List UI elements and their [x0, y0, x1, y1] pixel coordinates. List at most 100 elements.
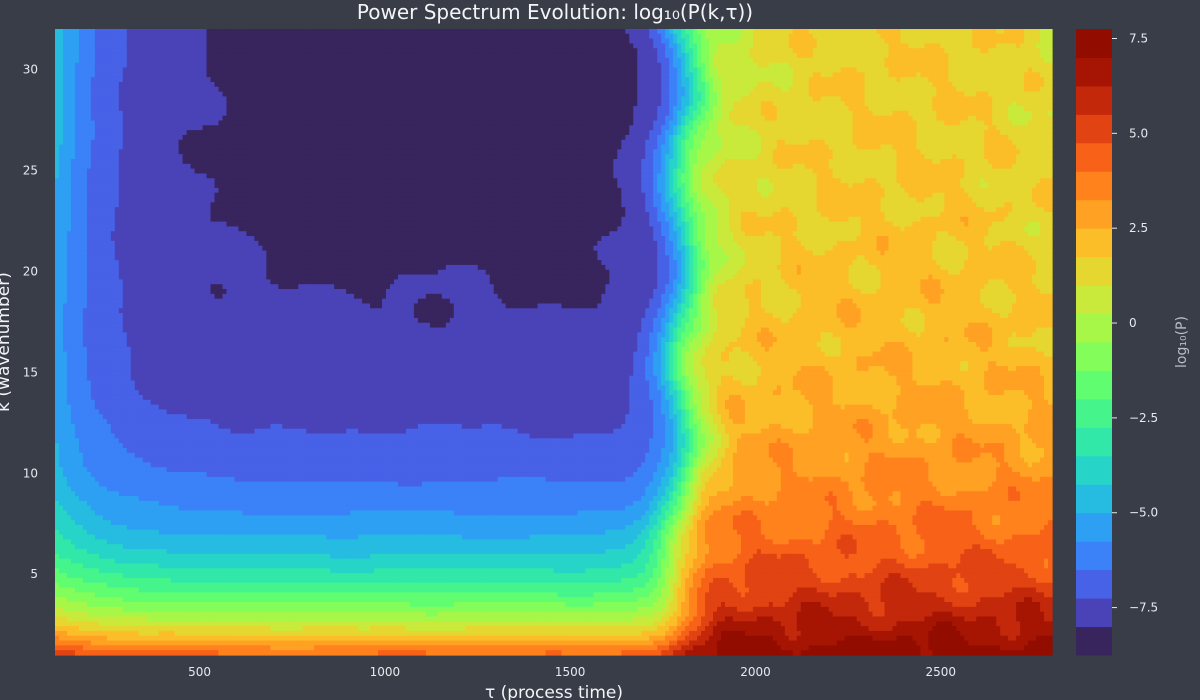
contour-cell-3455 — [872, 91, 878, 98]
contour-cell-1537 — [202, 57, 208, 64]
contour-cell-1958 — [884, 62, 890, 69]
contour-cell-1817 — [322, 62, 327, 69]
contour-cell-4386 — [597, 110, 602, 117]
contour-cell-4753 — [66, 120, 72, 126]
contour-cell-4324 — [350, 110, 355, 117]
contour-cell-4202 — [860, 106, 866, 112]
contour-cell-2233 — [984, 67, 989, 73]
contour-cell-4312 — [302, 110, 307, 117]
contour-cell-158 — [685, 29, 690, 35]
contour-cell-2513 — [106, 77, 112, 83]
contour-cell-3734 — [988, 96, 993, 102]
contour-cell-3319 — [330, 91, 335, 98]
contour-cell-1501 — [58, 57, 64, 64]
contour-cell-1809 — [290, 62, 295, 69]
contour-cell-1757 — [82, 62, 88, 69]
contour-cell-2826 — [358, 81, 363, 88]
contour-cell-1080 — [374, 48, 379, 54]
contour-cell-2325 — [354, 72, 359, 78]
contour-cell-4737 — [1000, 115, 1005, 122]
contour-cell-3213 — [904, 86, 910, 93]
contour-cell-2100 — [453, 67, 459, 73]
contour-cell-2603 — [465, 77, 471, 83]
contour-cell-1622 — [541, 57, 547, 64]
contour-cell-1358 — [485, 53, 491, 59]
contour-cell-863 — [505, 43, 511, 49]
contour-cell-3662 — [701, 96, 706, 102]
contour-cell-2875 — [553, 81, 559, 88]
contour-cell-2580 — [374, 77, 379, 83]
contour-cell-4759 — [90, 120, 96, 126]
contour-cell-699 — [848, 38, 854, 45]
contour-cell-4586 — [397, 115, 403, 122]
contour-cell-4904 — [669, 120, 674, 126]
contour-cell-2681 — [776, 77, 782, 83]
contour-cell-1746 — [1036, 57, 1041, 64]
contour-cell-1270 — [134, 53, 140, 59]
contour-cell-1682 — [780, 57, 786, 64]
contour-cell-2743 — [1024, 77, 1029, 83]
contour-cell-1836 — [397, 62, 403, 69]
contour-cell-1770 — [134, 62, 140, 69]
contour-cell-2552 — [262, 77, 267, 83]
contour-cell-1592 — [421, 57, 427, 64]
contour-cell-1326 — [358, 53, 363, 59]
contour-cell-1085 — [393, 48, 399, 54]
contour-cell-2484 — [988, 72, 993, 78]
contour-cell-4834 — [389, 120, 395, 126]
contour-cell-2082 — [382, 67, 387, 73]
contour-cell-3612 — [501, 96, 507, 102]
contour-cell-3034 — [190, 86, 196, 93]
contour-cell-3255 — [74, 91, 80, 98]
contour-cell-2249 — [1048, 67, 1053, 73]
contour-cell-4716 — [916, 115, 921, 122]
contour-cell-151 — [657, 29, 662, 35]
contour-cell-2169 — [728, 67, 734, 73]
contour-cell-215 — [912, 29, 918, 35]
contour-cell-1515 — [114, 57, 120, 64]
contour-cell-4389 — [609, 110, 614, 117]
contour-cell-1194 — [828, 48, 834, 54]
contour-cell-2209 — [888, 67, 894, 73]
contour-cell-3803 — [266, 101, 271, 107]
contour-cell-1652 — [661, 57, 666, 64]
contour-cell-2606 — [477, 77, 483, 83]
contour-cell-3407 — [681, 91, 686, 98]
contour-cell-2241 — [1016, 67, 1021, 73]
contour-cell-1373 — [545, 53, 551, 59]
contour-cell-676 — [756, 38, 762, 45]
contour-cell-2966 — [916, 81, 921, 88]
contour-cell-716 — [916, 38, 921, 45]
contour-cell-1848 — [445, 62, 451, 69]
contour-cell-1183 — [784, 48, 790, 54]
contour-cell-4012 — [102, 106, 108, 112]
contour-cell-1436 — [796, 53, 802, 59]
contour-cell-2470 — [932, 72, 937, 78]
contour-cell-3726 — [956, 96, 961, 102]
contour-cell-2620 — [533, 77, 539, 83]
contour-cell-4369 — [529, 110, 535, 117]
contour-cell-2718 — [924, 77, 929, 83]
contour-cell-4532 — [182, 115, 188, 122]
contour-cell-2921 — [736, 81, 742, 88]
contour-cell-3946 — [836, 101, 842, 107]
contour-cell-407 — [681, 33, 686, 40]
contour-cell-2867 — [521, 81, 527, 88]
contour-cell-862 — [501, 43, 507, 49]
contour-cell-3159 — [689, 86, 694, 93]
contour-cell-4548 — [246, 115, 252, 122]
contour-cell-715 — [912, 38, 918, 45]
contour-cell-1986 — [996, 62, 1001, 69]
contour-cell-3132 — [581, 86, 587, 93]
contour-cell-4224 — [948, 106, 953, 112]
contour-cell-2269 — [130, 72, 136, 78]
contour-cell-3765 — [114, 101, 120, 107]
contour-cell-4981 — [976, 120, 981, 126]
contour-cell-40 — [214, 29, 220, 35]
contour-cell-3140 — [613, 86, 618, 93]
contour-cell-2498 — [1044, 72, 1049, 78]
contour-cell-2268 — [126, 72, 132, 78]
contour-cell-3336 — [397, 91, 403, 98]
contour-cell-3718 — [924, 96, 929, 102]
contour-cell-1586 — [397, 57, 403, 64]
